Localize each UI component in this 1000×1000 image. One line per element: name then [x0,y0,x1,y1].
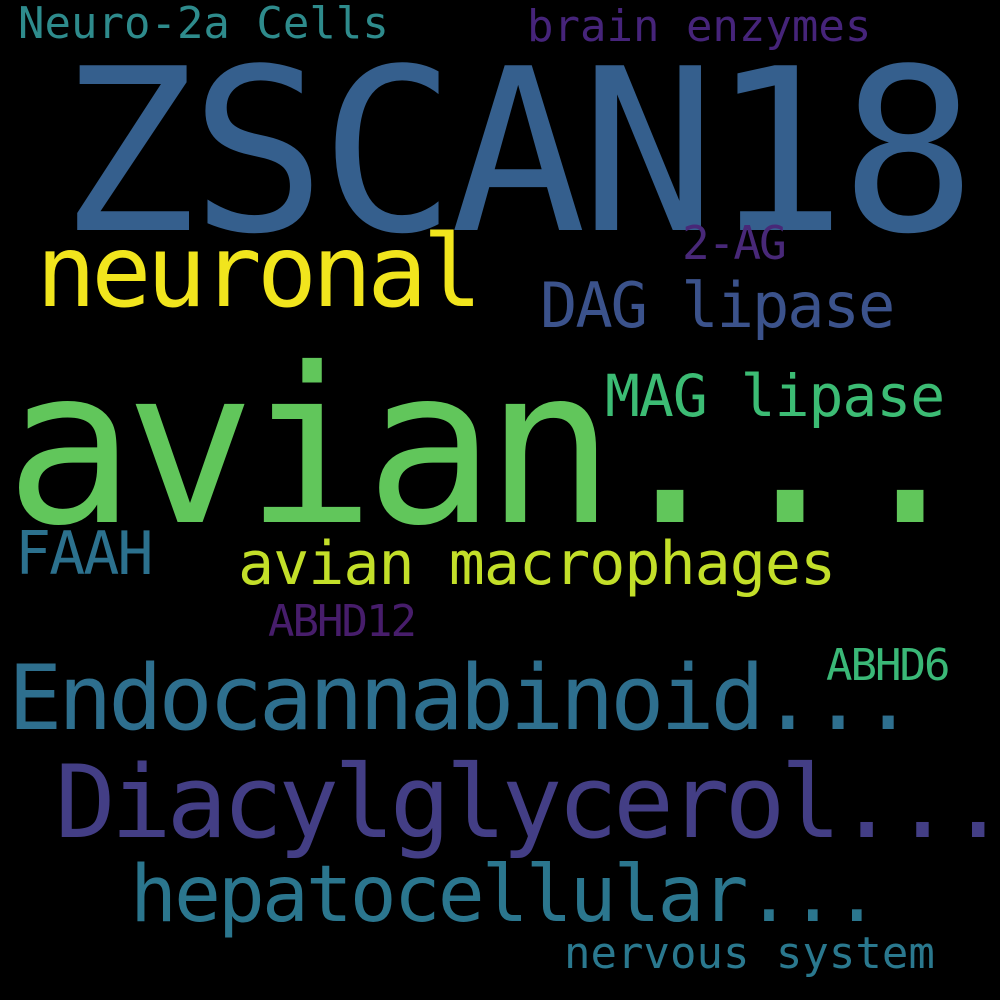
word-faah: FAAH [15,519,153,589]
word-nervous-system: nervous system [564,928,935,979]
word-avian-macrophages: avian macrophages [238,529,836,599]
word-hepatocellular: hepatocellular... [130,850,880,940]
word-zscan18: ZSCAN18 [60,21,976,284]
word-mag-lipase: MAG lipase [605,362,945,430]
word-dag-lipase: DAG lipase [540,269,895,342]
word-abhd6: ABHD6 [826,640,950,691]
word-abhd12: ABHD12 [268,596,417,647]
word-diacylglycerol: Diacylglycerol... [55,743,1000,861]
word-neuro-2a-cells: Neuro-2a Cells [18,0,389,49]
word-brain-enzymes: brain enzymes [527,1,872,52]
word-2-ag: 2-AG [682,216,787,270]
word-avian: avian... [5,322,975,573]
word-endocannabinoid: Endocannabinoid... [8,646,915,751]
word-neuronal: neuronal [36,213,483,330]
